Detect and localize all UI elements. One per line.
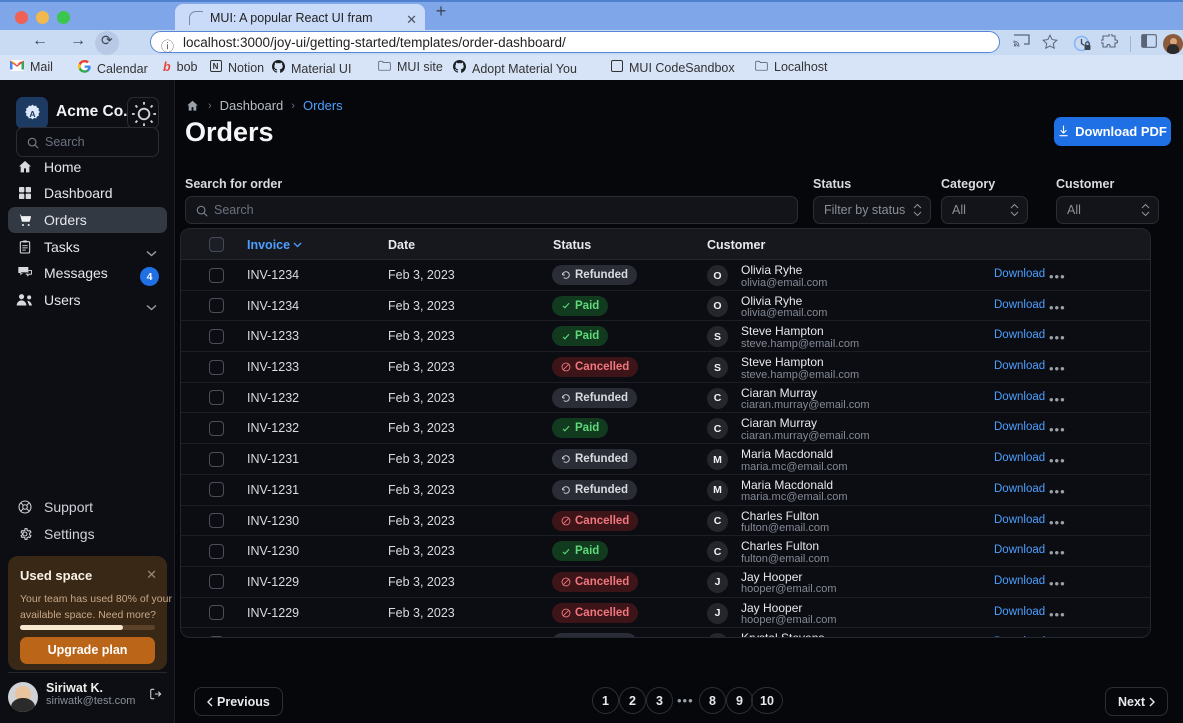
svg-text:A: A (29, 109, 36, 119)
svg-text:N: N (213, 62, 219, 71)
